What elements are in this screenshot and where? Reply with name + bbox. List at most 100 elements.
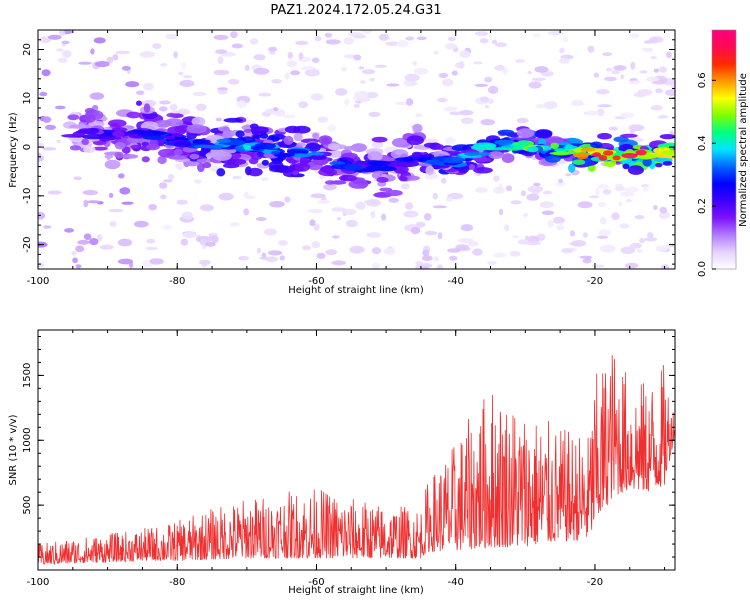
heatmap-cell	[353, 54, 362, 61]
x-tick-label: -40	[448, 276, 464, 287]
heatmap-cell	[218, 192, 234, 201]
heatmap-cell	[611, 70, 620, 75]
heatmap-cell	[442, 156, 465, 164]
heatmap-cell	[570, 240, 587, 247]
heatmap-cell	[568, 163, 576, 173]
heatmap-cell	[400, 183, 411, 190]
colorbar-ticks: 0.0 0.2 0.4 0.6	[697, 72, 716, 277]
heatmap-cell	[166, 112, 176, 118]
heatmap-cell	[160, 62, 168, 67]
x-tick-label: -20	[587, 276, 603, 287]
heatmap-cell	[368, 111, 381, 118]
heatmap-cell	[570, 101, 585, 106]
heatmap-cell	[141, 156, 150, 163]
heatmap-cell	[603, 150, 614, 156]
heatmap-cell	[81, 138, 90, 145]
heatmap-cell	[181, 211, 193, 220]
heatmap-cell	[175, 163, 185, 170]
heatmap-cell	[67, 114, 80, 121]
heatmap-cell	[635, 149, 647, 156]
heatmap-cell	[370, 210, 376, 219]
snr-panel: -100 -80 -60 -40 -20 500 1000 1500 Height of s…	[8, 329, 676, 596]
heatmap-cell	[99, 244, 114, 250]
heatmap-cell	[398, 175, 408, 182]
heatmap-cell	[189, 153, 200, 160]
heatmap-cell	[216, 168, 226, 177]
heatmap-cell	[115, 50, 131, 55]
heatmap-cell	[264, 228, 277, 236]
heatmap-cell	[136, 100, 142, 106]
heatmap-cell	[577, 201, 593, 209]
colorbar-gradient	[712, 30, 736, 269]
heatmap-cell	[279, 255, 285, 261]
heatmap-cell	[597, 108, 605, 117]
x-tick-label: -80	[169, 577, 185, 588]
heatmap-cell	[366, 232, 382, 238]
heatmap-cell	[588, 195, 600, 199]
heatmap-cell	[103, 136, 122, 140]
heatmap-cell	[393, 165, 409, 174]
snr-x-axis: -100 -80 -60 -40 -20	[27, 330, 666, 588]
heatmap-cell	[585, 110, 599, 116]
heatmap-cell	[402, 157, 414, 162]
heatmap-cell	[650, 105, 663, 111]
heatmap-cell	[158, 106, 168, 112]
heatmap-cell	[343, 54, 356, 59]
heatmap-cell	[619, 191, 635, 197]
heatmap-cell	[639, 238, 646, 244]
heatmap-cell	[383, 248, 396, 255]
heatmap-cell	[447, 36, 457, 42]
heatmap-cell	[304, 68, 320, 77]
heatmap-cell	[602, 188, 612, 195]
heatmap-cell	[252, 134, 262, 139]
heatmap-cell	[621, 152, 638, 159]
snr-series-line	[38, 355, 675, 566]
heatmap-cell	[505, 147, 522, 151]
heatmap-cell	[639, 70, 648, 74]
heatmap-cell	[371, 141, 384, 149]
heatmap-cell	[294, 162, 310, 172]
heatmap-cell	[563, 145, 579, 149]
heatmap-cell	[608, 126, 618, 131]
heatmap-cell	[159, 100, 171, 105]
heatmap-cell	[213, 34, 229, 41]
heatmap-cell	[512, 235, 520, 239]
heatmap-cell	[433, 256, 439, 262]
heatmap-cell	[432, 205, 447, 209]
heatmap-cell	[54, 105, 66, 110]
heatmap-cell	[191, 116, 206, 127]
heatmap-cell	[42, 116, 52, 123]
heatmap-cell	[227, 78, 240, 85]
heatmap-cell	[599, 244, 616, 253]
heatmap-cell	[641, 47, 654, 52]
heatmap-cell	[424, 138, 439, 144]
heatmap-cell	[620, 112, 635, 118]
heatmap-cell	[331, 207, 347, 212]
heatmap-cell	[323, 183, 337, 191]
heatmap-cell	[424, 173, 439, 180]
heatmap-cell	[555, 181, 566, 187]
heatmap-cell	[260, 177, 269, 181]
heatmap-cell	[260, 133, 269, 139]
heatmap-cell	[261, 159, 269, 166]
heatmap-cell	[61, 50, 72, 58]
heatmap-cell	[72, 132, 85, 137]
heatmap-cell	[464, 151, 480, 157]
heatmap-cell	[133, 220, 149, 228]
heatmap-cell	[148, 204, 157, 211]
heatmap-cell	[491, 39, 498, 45]
heatmap-cell	[593, 72, 600, 78]
heatmap-cell	[381, 213, 387, 221]
heatmap-cell	[69, 145, 82, 151]
heatmap-cell	[89, 238, 99, 246]
heatmap-cell	[222, 130, 232, 140]
heatmap-cell	[492, 252, 507, 258]
heatmap-cell	[114, 142, 126, 150]
heatmap-cell	[338, 158, 348, 162]
heatmap-cell	[286, 148, 309, 155]
figure-title: PAZ1.2024.172.05.24.G31	[270, 3, 441, 18]
heatmap-cell	[199, 259, 211, 265]
heatmap-cell	[235, 130, 245, 138]
heatmap-cell	[213, 69, 230, 76]
heatmap-cell	[385, 41, 401, 46]
